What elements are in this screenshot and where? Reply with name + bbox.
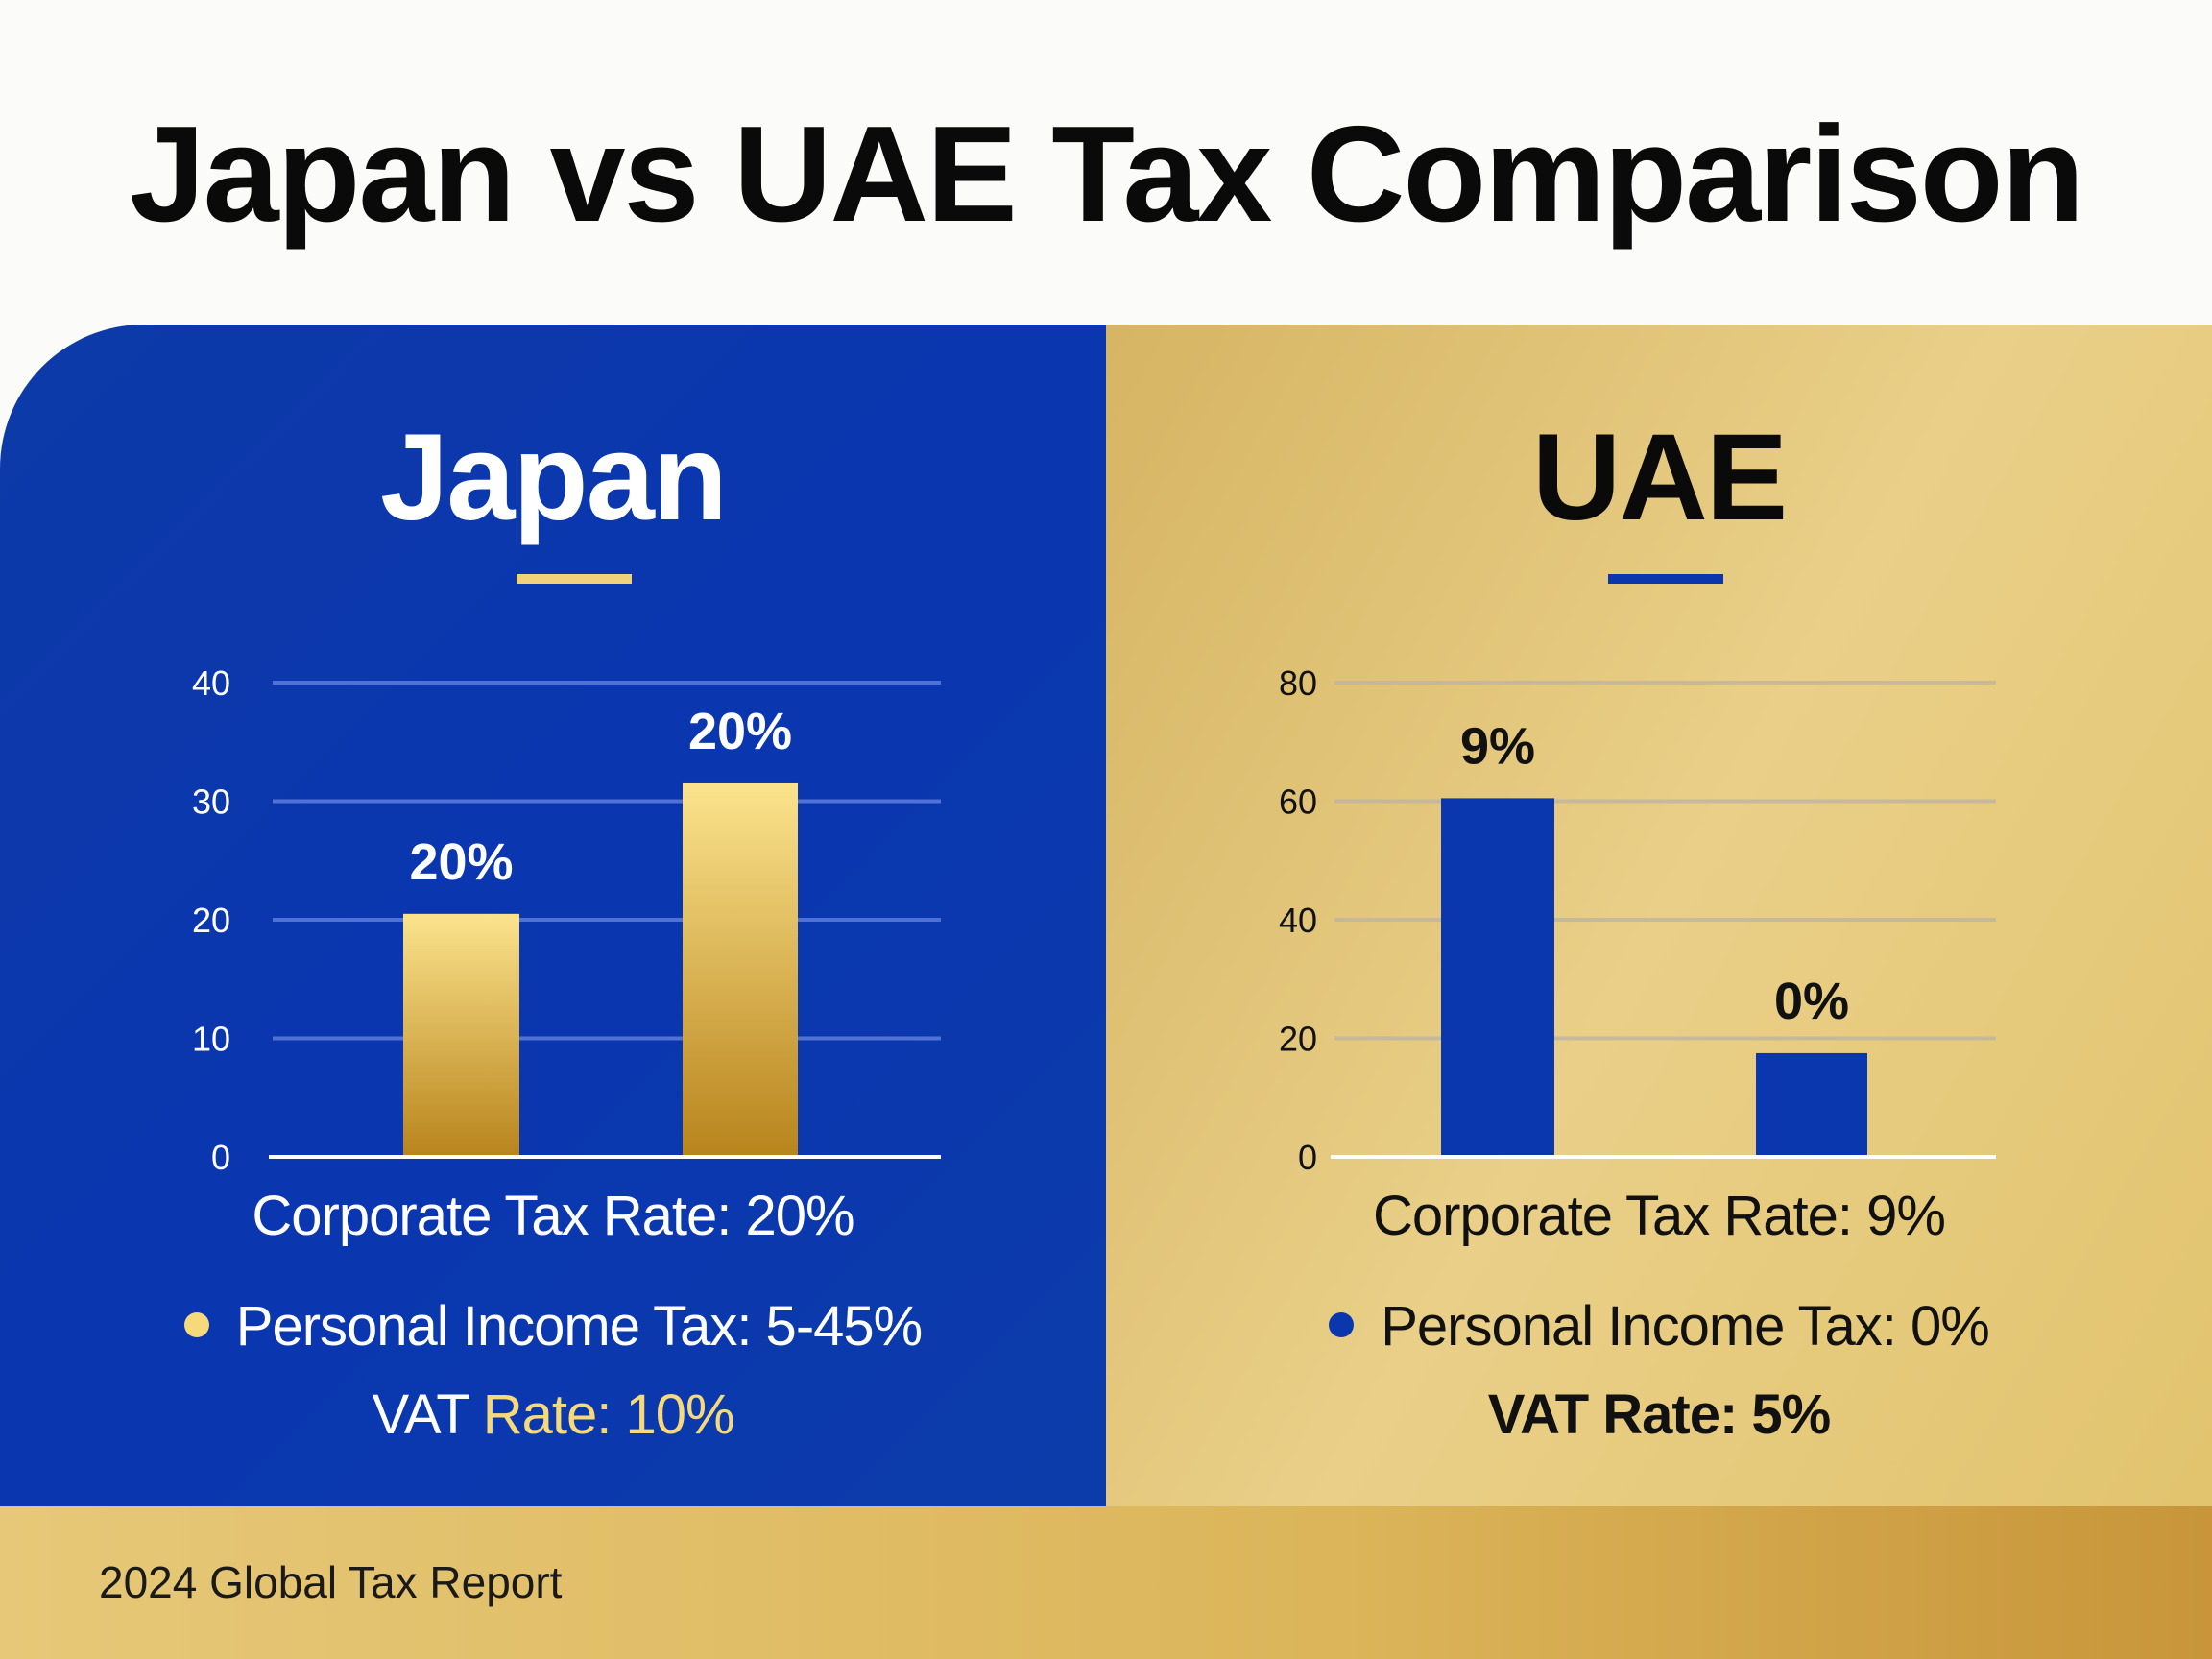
bullet-icon xyxy=(1329,1311,1355,1337)
uae-personal-tax-text: Personal Income Tax: 0% xyxy=(1381,1295,1990,1358)
japan-vat-prefix: VAT xyxy=(372,1383,469,1446)
bar xyxy=(683,782,798,1157)
japan-corporate-tax: Corporate Tax Rate: 20% xyxy=(252,1185,854,1247)
japan-panel: Japan Corporate Tax Rate: 20% Personal I… xyxy=(0,325,1106,1506)
bar xyxy=(1756,1052,1867,1157)
y-tick-label: 0 xyxy=(1298,1138,1317,1177)
y-tick-label: 40 xyxy=(192,663,230,703)
y-tick-label: 60 xyxy=(1279,782,1317,822)
japan-vat: VAT Rate: 10% xyxy=(0,1382,1106,1447)
bar-data-label: 0% xyxy=(1774,973,1849,1030)
uae-panel: UAE Corporate Tax Rate: 9% Personal Inco… xyxy=(1106,325,2212,1506)
japan-title-underline xyxy=(517,574,632,584)
y-tick-label: 10 xyxy=(192,1020,230,1059)
y-tick-label: 80 xyxy=(1279,663,1317,703)
bar xyxy=(403,913,519,1157)
uae-personal-tax: Personal Income Tax: 0% xyxy=(1106,1294,2212,1358)
y-tick-label: 20 xyxy=(1279,1020,1317,1059)
uae-corporate-tax: Corporate Tax Rate: 9% xyxy=(1373,1185,1946,1247)
bar xyxy=(1441,798,1554,1157)
y-tick-label: 30 xyxy=(192,782,230,822)
footer-bar: 2024 Global Tax Report xyxy=(0,1506,2212,1659)
bullet-icon xyxy=(183,1311,209,1337)
japan-personal-tax: Personal Income Tax: 5-45% xyxy=(0,1294,1106,1358)
uae-title: UAE xyxy=(1531,409,1788,546)
uae-title-underline xyxy=(1608,574,1723,584)
bar-data-label: 9% xyxy=(1460,717,1535,775)
page-title: Japan vs UAE Tax Comparison xyxy=(129,98,2085,251)
y-tick-label: 20 xyxy=(192,901,230,940)
japan-title: Japan xyxy=(380,409,728,546)
y-tick-label: 0 xyxy=(211,1138,230,1177)
bar-data-label: 20% xyxy=(409,833,513,891)
japan-vat-rate: Rate: 10% xyxy=(482,1383,735,1446)
footer-text: 2024 Global Tax Report xyxy=(99,1557,563,1607)
uae-vat: VAT Rate: 5% xyxy=(1487,1383,1831,1446)
y-tick-label: 40 xyxy=(1279,901,1317,940)
japan-personal-tax-text: Personal Income Tax: 5-45% xyxy=(235,1295,923,1358)
bar-data-label: 20% xyxy=(688,703,792,760)
